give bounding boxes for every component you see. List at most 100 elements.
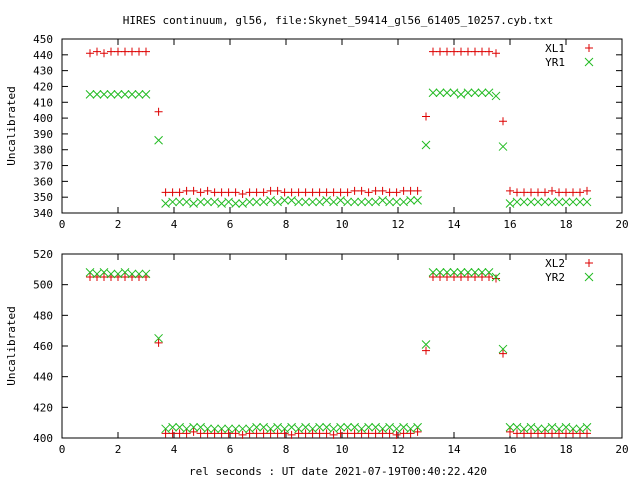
data-point — [121, 273, 129, 281]
data-point — [561, 197, 571, 207]
data-point — [534, 188, 542, 197]
data-point — [231, 188, 240, 197]
data-point — [168, 422, 177, 432]
data-point — [203, 429, 212, 438]
data-point — [470, 268, 480, 277]
data-point — [315, 197, 324, 207]
data-point — [429, 273, 437, 281]
data-point — [182, 424, 191, 434]
data-point — [512, 422, 522, 432]
data-point — [519, 197, 529, 207]
data-point — [385, 429, 394, 438]
legend-label: XL2 — [545, 257, 565, 270]
data-point — [231, 424, 240, 434]
data-point — [385, 422, 394, 432]
data-point — [336, 188, 345, 197]
legend-label: YR1 — [545, 56, 565, 69]
data-point — [464, 47, 472, 56]
data-point — [224, 429, 233, 438]
x-tick-label: 6 — [227, 218, 234, 231]
data-point — [343, 188, 352, 197]
data-point — [217, 199, 226, 208]
data-point — [512, 197, 522, 207]
data-point — [329, 430, 338, 439]
data-point — [385, 197, 394, 207]
data-point — [322, 422, 331, 432]
data-point — [443, 47, 451, 56]
data-point — [505, 422, 515, 432]
data-point — [273, 197, 282, 207]
data-point — [575, 424, 585, 434]
plot-frame — [61, 253, 623, 439]
data-point — [161, 429, 170, 438]
data-point — [168, 429, 177, 438]
data-point — [343, 197, 352, 207]
y-tick-label: 420 — [33, 80, 53, 93]
data-point — [568, 424, 578, 434]
series-YR1 — [85, 88, 592, 208]
data-point — [371, 422, 380, 432]
y-tick-label: 460 — [33, 340, 53, 353]
data-point — [378, 429, 387, 438]
data-point — [259, 429, 268, 438]
data-point — [92, 269, 102, 279]
data-point — [449, 268, 459, 277]
data-point — [506, 427, 514, 436]
data-point — [100, 273, 108, 281]
data-point — [450, 273, 458, 281]
data-point — [527, 188, 535, 197]
data-point — [100, 49, 108, 58]
data-point — [294, 188, 303, 197]
data-point — [555, 188, 563, 197]
data-point — [506, 186, 514, 195]
data-point — [280, 424, 289, 434]
data-point — [406, 195, 415, 205]
top-panel: 340 350 360 370 380 390 400 410 420 430 440 450 0 2 4 6… — [5, 33, 629, 231]
data-point — [554, 197, 564, 207]
x-axis-label: rel seconds : UT date 2021-07-19T00:40:2… — [189, 465, 487, 478]
bottom-panel: 400 420 440 460 480 500 520 0 2 4 6 8 10 12 14 16 18 20 Un… — [5, 248, 629, 456]
data-point — [238, 199, 247, 208]
y-tick-label: 400 — [33, 432, 53, 445]
data-point — [217, 424, 226, 434]
data-point — [301, 197, 310, 207]
data-point — [114, 47, 122, 56]
data-point — [266, 195, 275, 205]
data-point — [336, 195, 345, 205]
data-point — [315, 429, 324, 438]
data-point — [569, 188, 577, 197]
data-point — [513, 188, 521, 197]
data-point — [266, 424, 275, 434]
data-point — [287, 422, 296, 432]
data-point — [413, 195, 422, 205]
data-point — [107, 47, 115, 56]
x-tick-label: 20 — [615, 443, 628, 456]
y-tick-label: 390 — [33, 128, 53, 141]
data-point — [533, 424, 543, 434]
data-point — [399, 422, 408, 432]
data-point — [527, 429, 535, 438]
data-point — [86, 273, 94, 281]
data-point — [238, 430, 247, 439]
data-point — [106, 269, 116, 279]
data-point — [113, 90, 123, 99]
data-point — [175, 422, 184, 432]
data-point — [259, 422, 268, 432]
data-point — [106, 90, 116, 99]
x-tick-label: 2 — [115, 443, 122, 456]
data-point — [161, 188, 170, 197]
data-point — [135, 47, 143, 56]
data-point — [93, 47, 101, 56]
legend-marker — [585, 259, 593, 267]
data-point — [421, 140, 431, 150]
data-point — [294, 424, 303, 434]
data-point — [210, 188, 219, 197]
data-point — [280, 429, 289, 438]
x-tick-label: 8 — [283, 218, 290, 231]
data-point — [520, 429, 528, 438]
y-tick-label: 360 — [33, 175, 53, 188]
data-point — [280, 195, 289, 205]
data-point — [471, 273, 479, 281]
data-point — [520, 188, 528, 197]
data-point — [203, 186, 212, 195]
